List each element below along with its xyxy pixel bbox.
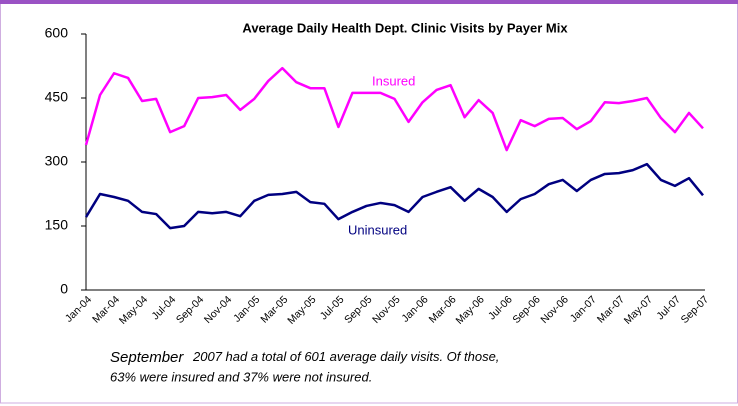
footnote: September 2007 had a total of 601 averag… bbox=[110, 349, 499, 366]
footnote-lead: September bbox=[110, 349, 184, 366]
chart-title: Average Daily Health Dept. Clinic Visits… bbox=[242, 20, 568, 35]
footnote-text: 2007 had a total of 601 average daily vi… bbox=[192, 349, 499, 364]
y-tick-label: 450 bbox=[45, 89, 69, 105]
y-tick-label: 150 bbox=[45, 217, 69, 233]
y-tick-label: 600 bbox=[45, 25, 69, 41]
series-line bbox=[84, 66, 704, 152]
top-bar bbox=[0, 0, 738, 4]
y-tick-label: 0 bbox=[60, 281, 68, 297]
series-label: Uninsured bbox=[348, 222, 407, 237]
series-label: Insured bbox=[372, 73, 415, 88]
footnote-text: 63% were insured and 37% were not insure… bbox=[110, 369, 372, 384]
series-line bbox=[84, 162, 704, 230]
y-tick-label: 300 bbox=[45, 153, 69, 169]
